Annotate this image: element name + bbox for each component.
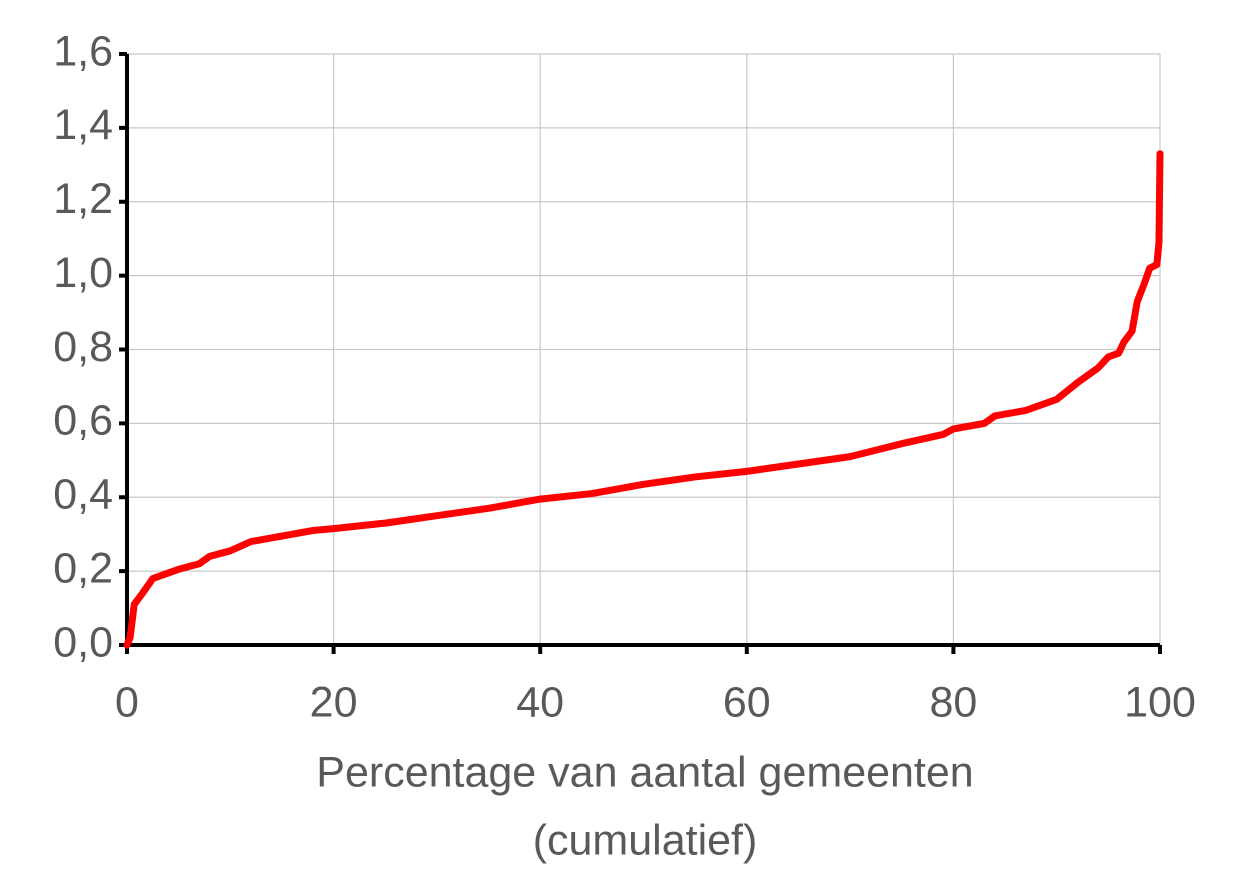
y-tick-label: 1,4 (53, 101, 113, 149)
y-tick-label: 0,4 (53, 471, 113, 519)
x-tick-label: 80 (929, 678, 977, 726)
x-tick-label: 60 (723, 678, 771, 726)
y-tick-label: 0,0 (53, 618, 113, 666)
y-tick-label: 1,6 (53, 27, 113, 75)
x-tick-label: 0 (115, 678, 139, 726)
x-axis-label: (cumulatief) (533, 816, 758, 864)
x-tick-label: 20 (310, 678, 358, 726)
x-axis-label: Percentage van aantal gemeenten (316, 748, 973, 796)
y-tick-label: 1,2 (53, 175, 113, 223)
y-tick-label: 1,0 (53, 249, 113, 297)
y-tick-label: 0,8 (53, 323, 113, 371)
y-tick-label: 0,2 (53, 544, 113, 592)
x-tick-label: 40 (516, 678, 564, 726)
data-line (123, 150, 1164, 649)
y-tick-label: 0,6 (53, 397, 113, 445)
x-tick-label: 100 (1124, 678, 1196, 726)
